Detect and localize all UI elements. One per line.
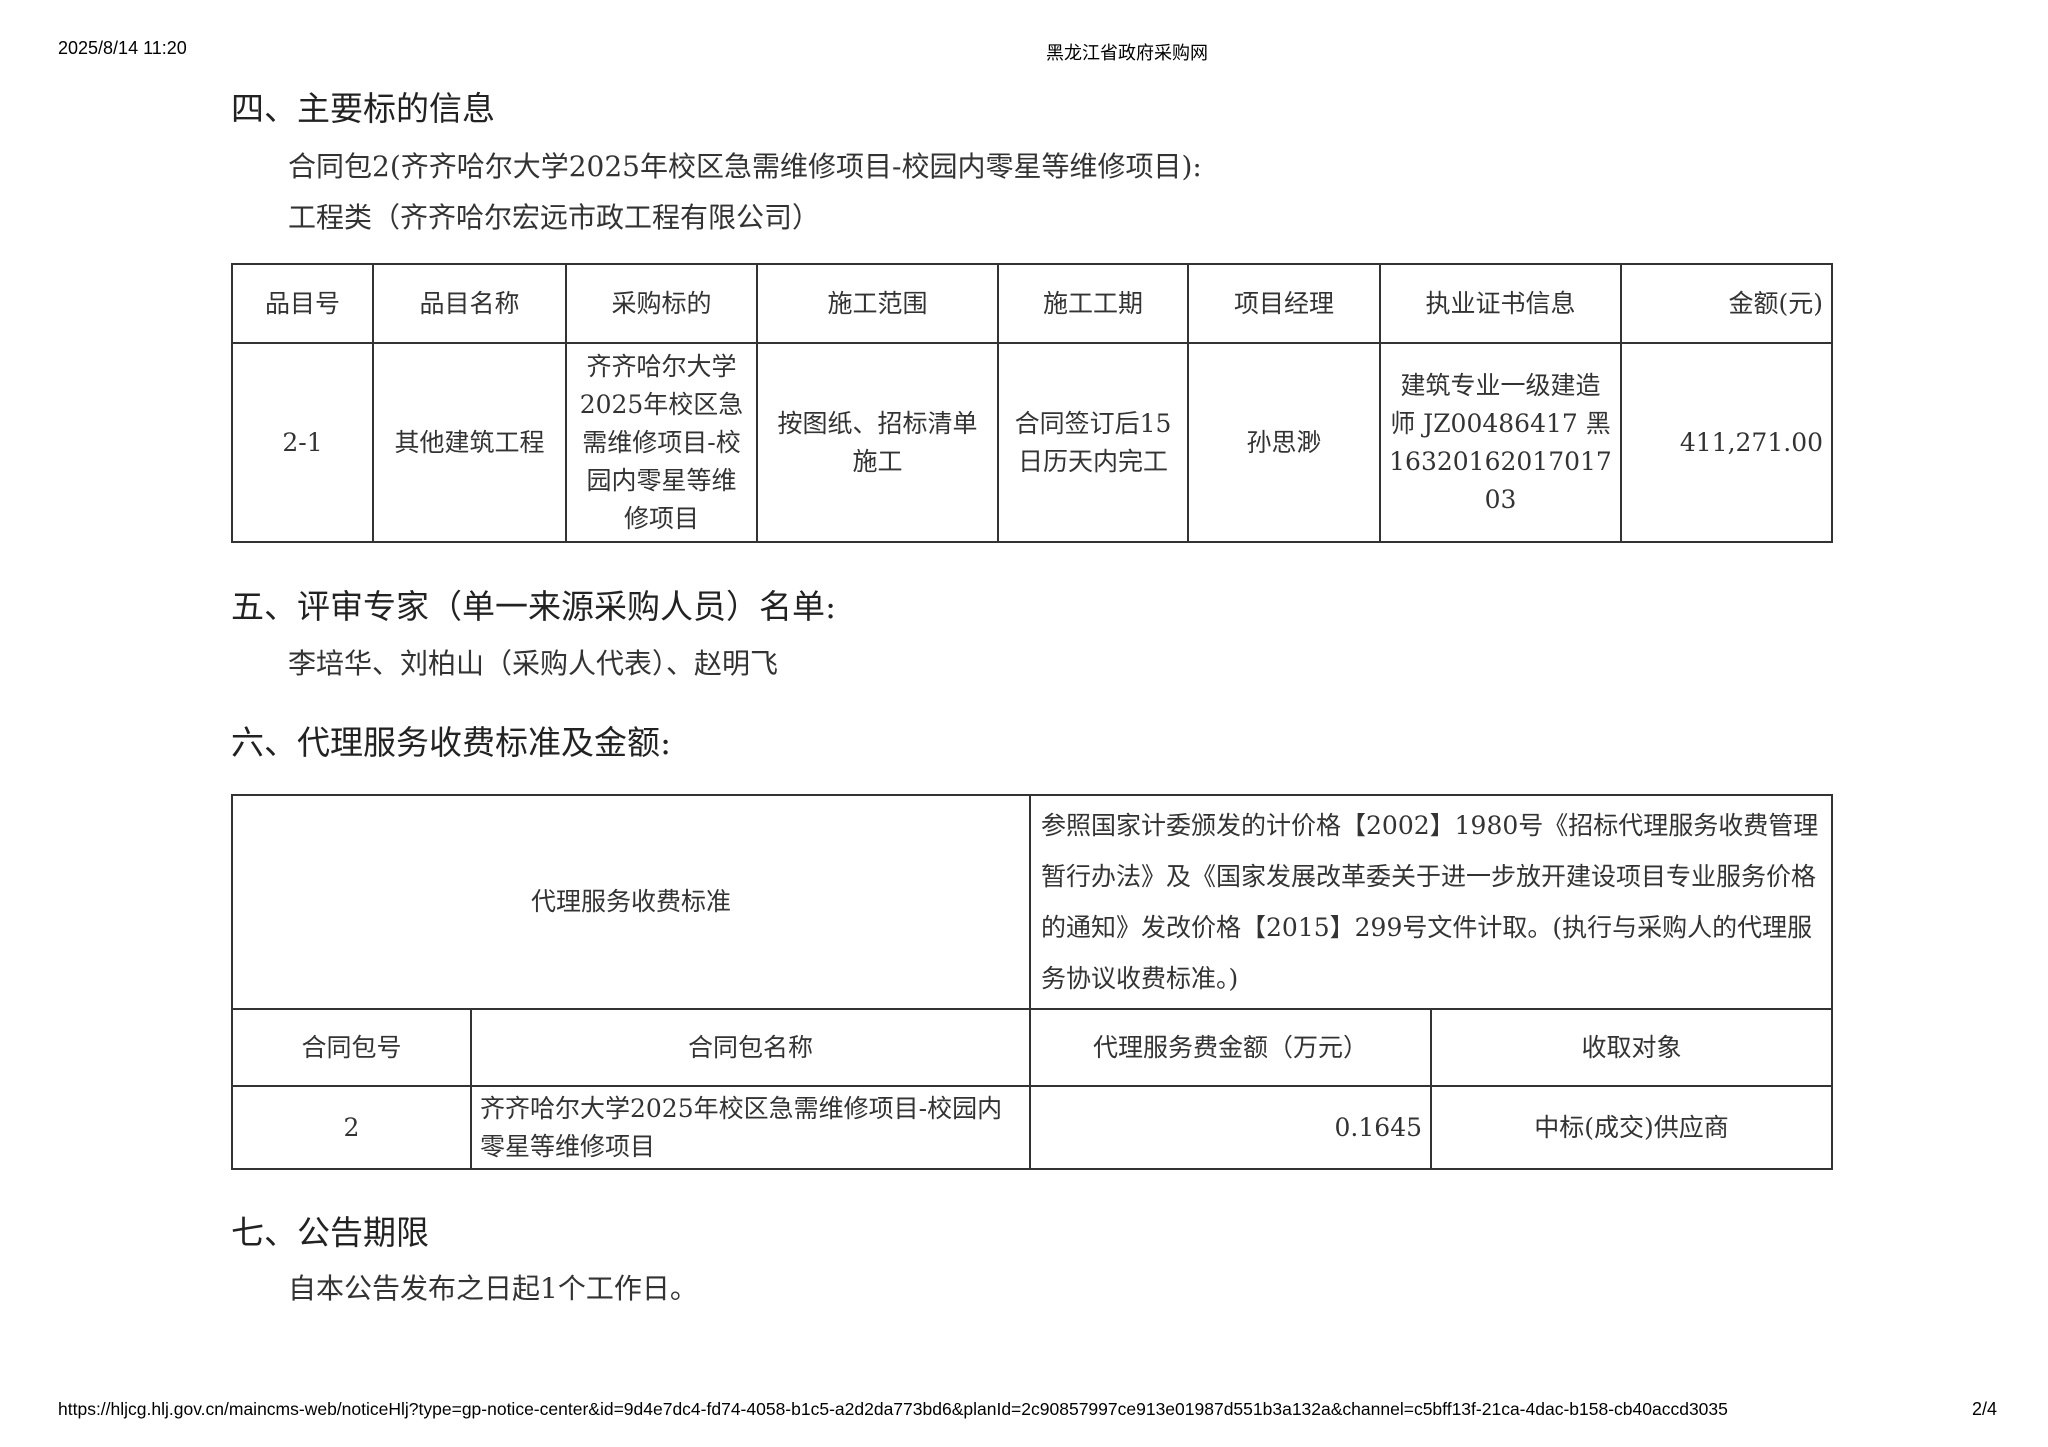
construction-scope: 按图纸、招标清单施工	[756, 342, 999, 543]
table-row: 2 齐齐哈尔大学2025年校区急需维修项目-校园内零星等维修项目 0.1645 …	[231, 1085, 1834, 1170]
section6-title: 六、代理服务收费标准及金额:	[231, 723, 672, 762]
fee-amount: 0.1645	[1029, 1085, 1433, 1170]
section7-title: 七、公告期限	[231, 1213, 429, 1252]
col-header: 代理服务费金额（万元）	[1029, 1008, 1433, 1087]
package-line: 合同包2(齐齐哈尔大学2025年校区急需维修项目-校园内零星等维修项目):	[288, 150, 1202, 183]
col-header: 合同包号	[231, 1008, 472, 1087]
col-header: 执业证书信息	[1379, 263, 1622, 344]
package-number: 2	[231, 1085, 472, 1170]
col-header: 收取对象	[1430, 1008, 1834, 1087]
category-line: 工程类（齐齐哈尔宏远市政工程有限公司）	[288, 201, 821, 234]
expert-names: 李培华、刘柏山（采购人代表）、赵明飞	[288, 647, 779, 680]
certificate-info: 建筑专业一级建造师 JZ00486417 黑1632016201701703	[1379, 342, 1622, 543]
section4-title: 四、主要标的信息	[231, 89, 495, 128]
col-header: 合同包名称	[469, 1008, 1032, 1087]
table-row: 2-1 其他建筑工程 齐齐哈尔大学2025年校区急需维修项目-校园内零星等维修项…	[231, 342, 1833, 543]
item-name: 其他建筑工程	[372, 342, 567, 543]
col-header: 采购标的	[565, 263, 758, 344]
col-header: 施工工期	[997, 263, 1189, 344]
table-header-row: 合同包号 合同包名称 代理服务费金额（万元） 收取对象	[231, 1008, 1834, 1087]
fee-payer: 中标(成交)供应商	[1430, 1085, 1834, 1170]
footer-url: https://hljcg.hlj.gov.cn/maincms-web/not…	[58, 1399, 1728, 1419]
page-number: 2/4	[1972, 1399, 1998, 1419]
table-header-row: 品目号 品目名称 采购标的 施工范围 施工工期 项目经理 执业证书信息 金额(元…	[231, 263, 1833, 344]
procurement-subject: 齐齐哈尔大学2025年校区急需维修项目-校园内零星等维修项目	[565, 342, 758, 543]
col-header: 金额(元)	[1620, 263, 1833, 344]
agency-fee-table: 代理服务收费标准 参照国家计委颁发的计价格【2002】1980号《招标代理服务收…	[230, 794, 1834, 1170]
package-name: 齐齐哈尔大学2025年校区急需维修项目-校园内零星等维修项目	[469, 1085, 1032, 1170]
fee-standard-row: 代理服务收费标准 参照国家计委颁发的计价格【2002】1980号《招标代理服务收…	[230, 794, 1834, 1010]
amount: 411,271.00	[1620, 342, 1833, 543]
col-header: 品目号	[231, 263, 374, 344]
project-manager: 孙思渺	[1187, 342, 1381, 543]
item-number: 2-1	[231, 342, 374, 543]
construction-period: 合同签订后15日历天内完工	[997, 342, 1189, 543]
col-header: 项目经理	[1187, 263, 1381, 344]
fee-standard-text: 参照国家计委颁发的计价格【2002】1980号《招标代理服务收费管理暂行办法》及…	[1029, 794, 1834, 1010]
section5-title: 五、评审专家（单一来源采购人员）名单:	[231, 587, 837, 626]
site-title: 黑龙江省政府采购网	[1046, 43, 1208, 63]
print-datetime: 2025/8/14 11:20	[58, 38, 187, 58]
notice-period: 自本公告发布之日起1个工作日。	[288, 1272, 698, 1305]
fee-standard-label: 代理服务收费标准	[230, 794, 1032, 1010]
col-header: 施工范围	[756, 263, 999, 344]
main-items-table: 品目号 品目名称 采购标的 施工范围 施工工期 项目经理 执业证书信息 金额(元…	[231, 263, 1833, 543]
col-header: 品目名称	[372, 263, 567, 344]
